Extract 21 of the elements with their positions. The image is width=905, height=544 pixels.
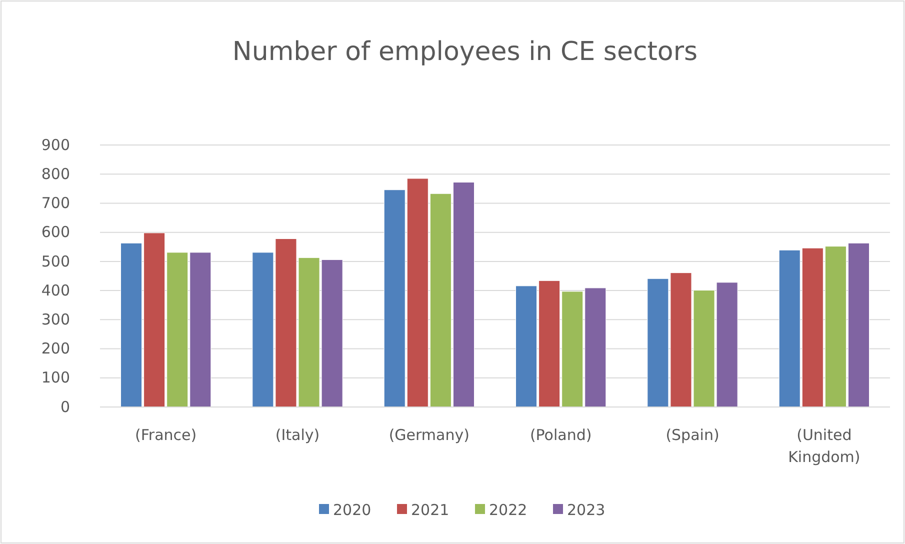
y-tick-label: 100 <box>41 368 70 387</box>
legend-label: 2020 <box>333 501 372 519</box>
legend-label: 2021 <box>411 501 450 519</box>
y-tick-label: 300 <box>41 310 70 328</box>
x-tick-label: (Italy) <box>275 426 320 444</box>
y-tick-label: 0 <box>60 398 70 416</box>
y-tick-label: 200 <box>41 340 70 358</box>
legend-label: 2023 <box>567 501 606 519</box>
x-tick-label: (France) <box>135 426 197 444</box>
legend-label: 2022 <box>489 501 528 519</box>
y-tick-label: 800 <box>41 164 70 183</box>
x-tick-label: (Poland) <box>530 426 592 444</box>
y-tick-label: 900 <box>41 136 70 154</box>
x-tick-label: (United Kingdom) <box>788 426 860 466</box>
x-tick-label: (Germany) <box>388 426 470 444</box>
chart-title: Number of employees in CE sectors <box>232 37 698 67</box>
y-tick-label: 700 <box>41 194 70 212</box>
y-tick-label: 500 <box>41 252 70 270</box>
y-tick-label: 600 <box>41 223 70 242</box>
y-tick-label: 400 <box>41 281 70 300</box>
x-tick-label: (Spain) <box>666 426 720 444</box>
